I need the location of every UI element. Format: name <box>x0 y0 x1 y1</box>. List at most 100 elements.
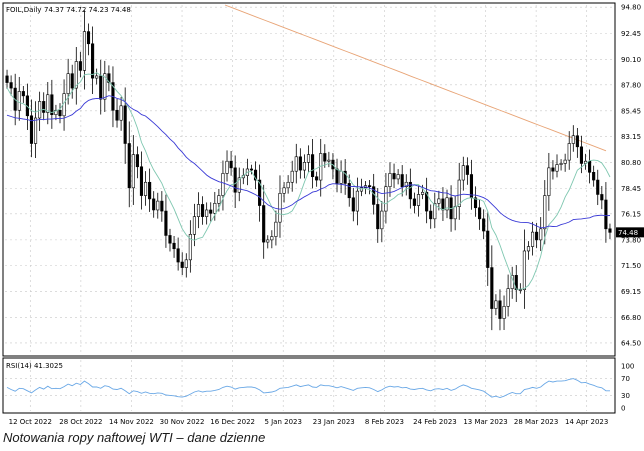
candle-body-146 <box>600 194 604 201</box>
candle-body-16 <box>70 73 74 89</box>
candle-body-7 <box>33 117 38 144</box>
candle-body-93 <box>384 186 388 212</box>
candle-116 <box>478 199 482 230</box>
candle-125 <box>514 265 518 302</box>
candle-70 <box>290 160 294 192</box>
candle-144 <box>592 165 596 187</box>
candle-body-118 <box>486 230 490 268</box>
candle-body-12 <box>54 109 58 115</box>
candle-body-114 <box>469 174 474 199</box>
candle-body-46 <box>192 216 196 235</box>
y-tick-label-4: 85.45 <box>621 107 641 115</box>
candle-body-84 <box>347 183 351 199</box>
candle-body-50 <box>209 209 213 214</box>
candle-128 <box>526 241 531 260</box>
candle-55 <box>229 151 233 176</box>
candle-body-97 <box>400 174 404 188</box>
candle-body-9 <box>42 101 46 113</box>
y-tick-label-11: 69.15 <box>621 288 641 296</box>
candle-3 <box>17 76 21 121</box>
candle-body-83 <box>343 170 347 184</box>
candle-body-21 <box>91 43 95 79</box>
candle-body-6 <box>29 115 34 144</box>
candle-body-95 <box>392 173 396 180</box>
candle-89 <box>368 179 372 195</box>
candle-body-96 <box>396 174 400 180</box>
candle-85 <box>351 187 355 222</box>
rsi-tick-label-1: 70 <box>621 375 630 383</box>
chart-symbol-header: FOIL,Daily <box>6 6 41 14</box>
candle-body-61 <box>253 169 258 181</box>
candle-body-112 <box>461 165 465 181</box>
candle-body-120 <box>494 300 498 309</box>
y-tick-label-10: 71.50 <box>621 262 641 270</box>
x-tick-label-10: 28 Mar 2023 <box>514 418 558 426</box>
y-tick-label-13: 64.50 <box>621 339 641 347</box>
candle-16 <box>70 64 74 99</box>
candle-78 <box>323 144 327 168</box>
candle-body-25 <box>107 73 111 83</box>
candle-10 <box>46 82 50 125</box>
candle-body-140 <box>575 135 579 148</box>
ma200-line <box>224 4 607 152</box>
candle-101 <box>416 185 421 217</box>
candle-body-38 <box>160 200 164 212</box>
candle-61 <box>253 161 258 190</box>
candle-body-78 <box>323 153 327 162</box>
candle-body-110 <box>453 206 457 220</box>
candle-7 <box>33 101 38 158</box>
y-tick-label-2: 90.10 <box>621 56 641 64</box>
candle-71 <box>294 143 298 184</box>
candle-148 <box>608 223 612 240</box>
candle-body-65 <box>270 236 274 241</box>
ma200-polyline <box>224 4 607 152</box>
candle-45 <box>188 220 192 273</box>
candle-body-101 <box>416 194 421 206</box>
candle-46 <box>192 203 196 247</box>
price-chart[interactable]: 94.80 92.45 90.10 87.80 85.45 83.15 80.80 78.45… <box>0 0 644 428</box>
candle-body-81 <box>335 168 339 184</box>
candle-body-143 <box>588 160 592 173</box>
candle-22 <box>95 68 99 85</box>
chart-ohlc-header: 74.37 74.72 74.23 74.48 <box>44 6 131 14</box>
rsi-label: RSI(14) 41.3025 <box>6 362 63 370</box>
y-axis-ticks: 94.80 92.45 90.10 87.80 85.45 83.15 80.80 78.45… <box>621 4 641 348</box>
x-tick-label-3: 30 Nov 2022 <box>160 418 205 426</box>
candle-body-91 <box>376 204 380 230</box>
rsi-tick-label-3: 0 <box>621 405 625 413</box>
candle-body-27 <box>115 109 119 121</box>
candle-97 <box>400 165 404 197</box>
grid-lines <box>5 5 612 411</box>
y-tick-label-12: 66.80 <box>621 314 641 322</box>
candle-19 <box>82 10 87 90</box>
candle-body-132 <box>543 195 547 230</box>
candle-body-87 <box>359 187 364 192</box>
candle-body-64 <box>266 239 270 243</box>
candle-12 <box>54 104 58 121</box>
candle-47 <box>196 192 201 229</box>
candle-body-51 <box>213 203 217 214</box>
candle-4 <box>21 85 25 103</box>
candle-body-19 <box>82 31 87 71</box>
candle-66 <box>274 210 278 246</box>
candle-44 <box>184 253 188 278</box>
candle-91 <box>376 188 380 243</box>
y-tick-label-5: 83.15 <box>621 133 641 141</box>
candle-6 <box>29 99 34 158</box>
candle-body-92 <box>380 210 384 230</box>
x-tick-label-2: 14 Nov 2022 <box>109 418 154 426</box>
candle-135 <box>555 154 559 178</box>
candle-body-117 <box>482 218 486 232</box>
candle-137 <box>563 153 567 172</box>
candle-13 <box>58 103 62 124</box>
candle-body-47 <box>196 204 201 217</box>
candle-body-144 <box>592 171 596 181</box>
candle-105 <box>433 192 437 229</box>
candle-body-28 <box>119 105 123 121</box>
candle-body-133 <box>547 167 551 196</box>
candle-body-106 <box>437 198 441 204</box>
candle-72 <box>298 148 302 179</box>
candle-1 <box>9 75 13 96</box>
candle-body-4 <box>21 91 25 97</box>
candle-127 <box>522 229 526 309</box>
